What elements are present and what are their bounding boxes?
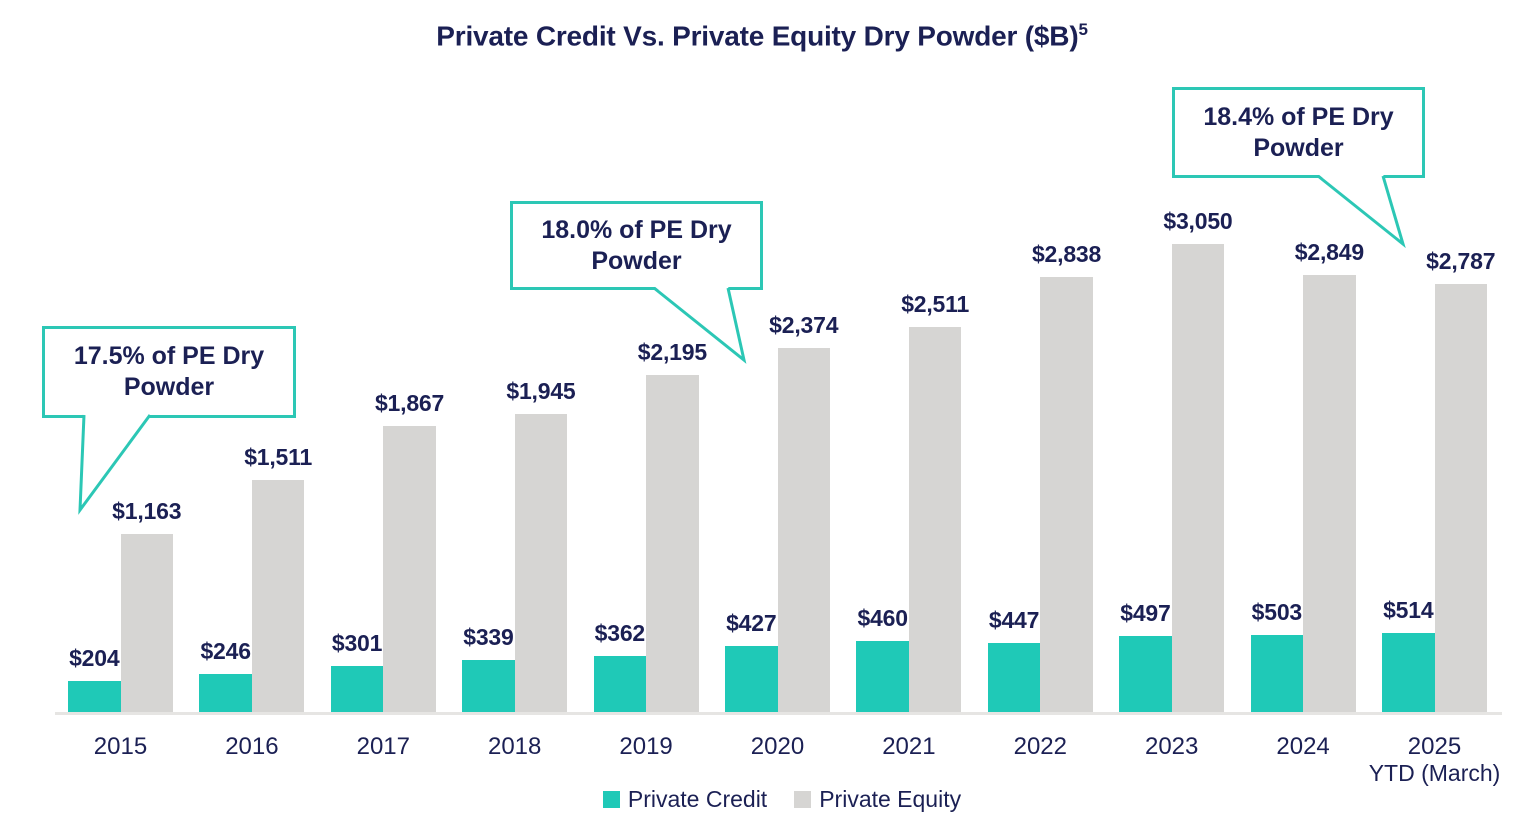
x-axis-year: 2017 — [356, 733, 410, 760]
callout-text-line: 18.0% of PE Dry — [541, 215, 732, 244]
bar-private-credit — [725, 646, 778, 712]
legend-label-private-equity: Private Equity — [819, 786, 962, 812]
x-axis-label-2023: 2023 — [1092, 733, 1252, 760]
bar-value-label-private-equity: $2,374 — [769, 311, 839, 338]
bar-private-credit — [593, 656, 647, 712]
bar-value-label-private-equity: $2,511 — [901, 290, 970, 317]
bar-value-label-private-credit: $514 — [1383, 597, 1434, 624]
bar-private-equity — [514, 413, 568, 712]
callout-text-line: 18.4% of PE Dry — [1203, 102, 1394, 131]
bar-private-equity — [908, 326, 962, 712]
legend-item-private-equity: Private Equity — [794, 786, 961, 813]
bar-private-credit — [1382, 633, 1435, 712]
x-axis-label-2018: 2018 — [435, 733, 595, 760]
bar-value-label-private-equity: $2,195 — [637, 339, 707, 366]
bar-value-label-private-credit: $497 — [1120, 599, 1171, 626]
bar-value-label-private-credit: $301 — [331, 629, 383, 656]
x-axis-year: 2023 — [1144, 733, 1199, 760]
bar-private-equity — [777, 347, 830, 712]
x-axis-year: 2019 — [619, 733, 673, 760]
x-axis-line — [55, 712, 1502, 715]
x-axis-label-2019: 2019 — [566, 733, 726, 760]
bar-private-credit — [1119, 635, 1172, 712]
bar-private-equity — [251, 480, 305, 712]
bar-private-credit — [330, 665, 384, 712]
callout-2020-pe-share: 18.0% of PE Dry Powder — [510, 201, 763, 290]
callout-text-line: Powder — [591, 246, 682, 275]
bar-value-label-private-equity: $1,867 — [374, 389, 445, 416]
callout-text-line: Powder — [1253, 133, 1344, 162]
legend-item-private-credit: Private Credit — [602, 786, 768, 813]
chart-legend: Private Credit Private Equity — [0, 786, 1524, 813]
chart-title-text: Private Credit Vs. Private Equity Dry Po… — [436, 20, 1079, 52]
x-axis-label-2020: 2020 — [698, 733, 858, 760]
x-axis-label-2017: 2017 — [303, 733, 463, 760]
bar-value-label-private-equity: $1,511 — [244, 444, 313, 471]
x-axis-label-2016: 2016 — [172, 733, 332, 760]
bar-private-credit — [199, 674, 252, 712]
legend-label-private-credit: Private Credit — [627, 786, 768, 812]
bar-value-label-private-credit: $204 — [69, 644, 120, 671]
x-axis-year: 2015 — [93, 733, 148, 760]
x-axis-year: 2016 — [225, 733, 279, 760]
bar-value-label-private-credit: $427 — [726, 610, 777, 637]
callout-text-line: Powder — [123, 373, 215, 401]
bar-private-equity — [646, 375, 699, 712]
bar-value-label-private-credit: $447 — [988, 607, 1040, 634]
bar-value-label-private-credit: $362 — [594, 620, 646, 647]
bar-value-label-private-equity: $2,849 — [1294, 238, 1364, 265]
x-axis-label-2025: 2025 YTD (March) — [1355, 733, 1515, 787]
bar-value-label-private-equity: $1,945 — [506, 377, 576, 404]
callout-text-line: 17.5% of PE Dry — [73, 342, 265, 370]
x-axis-label-2022: 2022 — [960, 733, 1120, 760]
chart-title: Private Credit Vs. Private Equity Dry Po… — [0, 20, 1524, 52]
bar-value-label-private-credit: $246 — [200, 638, 251, 665]
bar-private-credit — [987, 643, 1041, 712]
bar-value-label-private-credit: $339 — [463, 623, 514, 650]
bar-private-credit — [1250, 634, 1304, 712]
bar-private-equity — [383, 425, 436, 712]
x-axis-year: 2020 — [750, 733, 805, 760]
bar-value-label-private-equity: $3,050 — [1163, 208, 1233, 234]
bar-private-equity — [1040, 276, 1093, 712]
x-axis-label-2015: 2015 — [41, 733, 201, 760]
x-axis-year: 2025 — [1407, 733, 1462, 760]
bar-value-label-private-equity: $2,787 — [1426, 248, 1496, 275]
callout-2015-pe-share: 17.5% of PE Dry Powder — [42, 326, 296, 418]
legend-swatch-private-equity — [794, 791, 812, 808]
x-axis-year: 2021 — [882, 733, 936, 760]
x-axis-year: 2022 — [1013, 733, 1067, 760]
bar-value-label-private-credit: $460 — [857, 605, 908, 632]
bar-private-equity — [1303, 274, 1356, 712]
chart-title-footnote: 5 — [1078, 20, 1088, 39]
x-axis-label-2024: 2024 — [1223, 733, 1383, 760]
bar-private-credit — [856, 641, 909, 712]
bar-private-equity — [120, 533, 173, 712]
bar-value-label-private-equity: $2,838 — [1031, 240, 1102, 267]
bar-value-label-private-credit: $503 — [1251, 598, 1303, 625]
x-axis-year: 2018 — [487, 733, 542, 760]
bar-private-equity — [1171, 244, 1225, 712]
bar-private-equity — [1434, 284, 1487, 712]
callout-2025-pe-share: 18.4% of PE Dry Powder — [1172, 87, 1425, 178]
x-axis-label-2021: 2021 — [829, 733, 989, 760]
bar-value-label-private-equity: $1,163 — [112, 497, 182, 524]
legend-swatch-private-credit — [602, 791, 620, 808]
x-axis-year: 2024 — [1276, 733, 1330, 760]
bar-private-credit — [68, 680, 121, 712]
x-axis-sublabel: YTD (March) — [1368, 760, 1501, 786]
bar-private-credit — [462, 659, 515, 712]
